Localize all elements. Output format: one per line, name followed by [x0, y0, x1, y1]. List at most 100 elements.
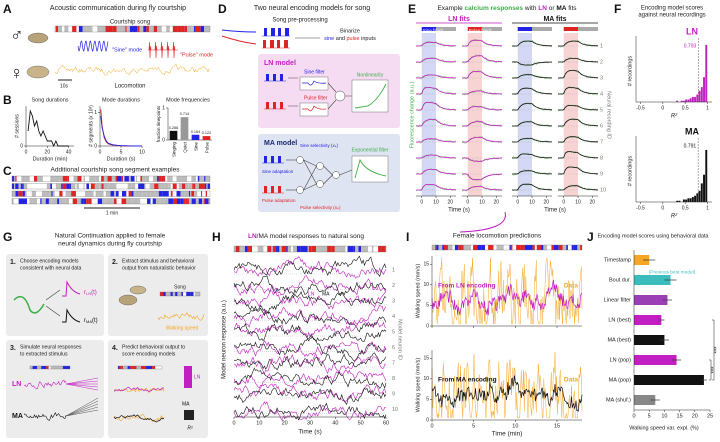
title-part: LN — [538, 5, 547, 12]
song-segment — [116, 191, 119, 197]
song-segment — [69, 183, 72, 189]
song-segment — [311, 246, 317, 252]
song-segment — [30, 366, 33, 369]
song-segment — [65, 198, 70, 204]
song-segment — [509, 245, 511, 250]
song-segment — [207, 176, 210, 182]
song-segment — [140, 176, 142, 182]
song-segment — [20, 183, 23, 189]
song-segment — [127, 366, 130, 369]
label: Song — [174, 284, 186, 290]
line — [323, 165, 333, 176]
song-segment — [126, 191, 129, 197]
song-segment — [193, 292, 195, 296]
row-id: 1 — [392, 267, 395, 273]
trace — [233, 256, 387, 279]
trace — [233, 352, 387, 371]
binary-block — [264, 28, 267, 36]
song-segment — [135, 191, 140, 197]
y-tick-label: Linear filter — [604, 297, 631, 303]
row-id: 6 — [392, 345, 395, 351]
song-segment — [71, 191, 76, 197]
song-segment — [170, 191, 173, 197]
label: LN — [12, 381, 21, 388]
song-segment — [63, 183, 67, 189]
label-part: inputs — [360, 36, 376, 42]
song-segment — [105, 176, 108, 182]
song-segment — [58, 183, 62, 189]
song-segment — [536, 245, 542, 250]
song-segment — [168, 198, 173, 204]
model-fit — [462, 90, 502, 95]
binary-block — [278, 186, 281, 193]
song-segment — [15, 183, 19, 189]
histogram-bar — [687, 99, 690, 102]
song-segment — [198, 183, 203, 189]
song-segment — [203, 198, 205, 204]
bar — [634, 375, 704, 385]
song-segment — [83, 191, 86, 197]
label: MA — [12, 413, 23, 420]
y-tick-label: Bout dur. — [609, 277, 631, 283]
model-fit — [416, 169, 457, 175]
trace — [233, 340, 387, 358]
trace — [233, 304, 387, 333]
song-bar-outline — [431, 244, 583, 251]
x-axis-label: R² — [671, 114, 678, 120]
song-segment — [532, 245, 535, 250]
x-tick-label: 0 — [430, 423, 433, 429]
song-segment — [114, 191, 117, 197]
song-segment — [89, 176, 94, 182]
song-segment — [241, 246, 245, 252]
song-segment — [239, 246, 242, 252]
song-segment — [438, 245, 443, 250]
song-segment — [135, 183, 139, 189]
song-segment — [150, 198, 153, 204]
label: Sine filter — [304, 69, 325, 75]
chart-title: Mode durations — [102, 97, 140, 103]
x-tick-label: 20 — [45, 149, 51, 155]
x-tick-label: 10 — [139, 149, 145, 155]
song-segment — [181, 292, 183, 296]
song-segment — [194, 292, 199, 296]
song-segment — [75, 191, 78, 197]
song-segment — [77, 198, 81, 204]
song-segment — [43, 198, 46, 204]
song-segment — [176, 198, 181, 204]
song-segment — [277, 246, 280, 252]
song-segment — [334, 246, 338, 252]
song-segment — [154, 183, 159, 189]
response-icon — [62, 280, 81, 297]
song-segment — [57, 366, 60, 369]
step-text: score encoding models — [122, 351, 176, 357]
song-segment — [91, 198, 94, 204]
line — [323, 174, 333, 185]
histogram-bar — [682, 100, 685, 102]
song-segment — [62, 176, 68, 182]
song-segment — [149, 366, 153, 369]
x-tick-label: 0 — [661, 205, 664, 211]
step-number: 3. — [10, 345, 16, 352]
x-tick-label: 20 — [494, 199, 500, 205]
step-text: Choose encoding models — [20, 258, 79, 264]
song-segment — [566, 245, 568, 250]
label: LN — [194, 374, 201, 380]
song-segment — [48, 198, 52, 204]
fly-icon — [26, 65, 50, 79]
song-segment — [358, 246, 362, 252]
histogram-bar — [696, 94, 699, 102]
panel-letter: A — [3, 2, 12, 16]
song-segment — [16, 176, 22, 182]
song-segment — [50, 176, 55, 182]
trace — [233, 401, 387, 422]
song-segment — [77, 191, 81, 197]
song-segment — [432, 245, 436, 250]
model-fit — [512, 87, 552, 95]
calcium-trace — [511, 73, 553, 80]
histogram-bar — [689, 198, 692, 202]
male-symbol: ♂ — [10, 25, 24, 45]
song-segment — [371, 246, 374, 252]
song-segment — [192, 26, 195, 32]
song-segment — [146, 191, 151, 197]
song-segment — [281, 246, 287, 252]
